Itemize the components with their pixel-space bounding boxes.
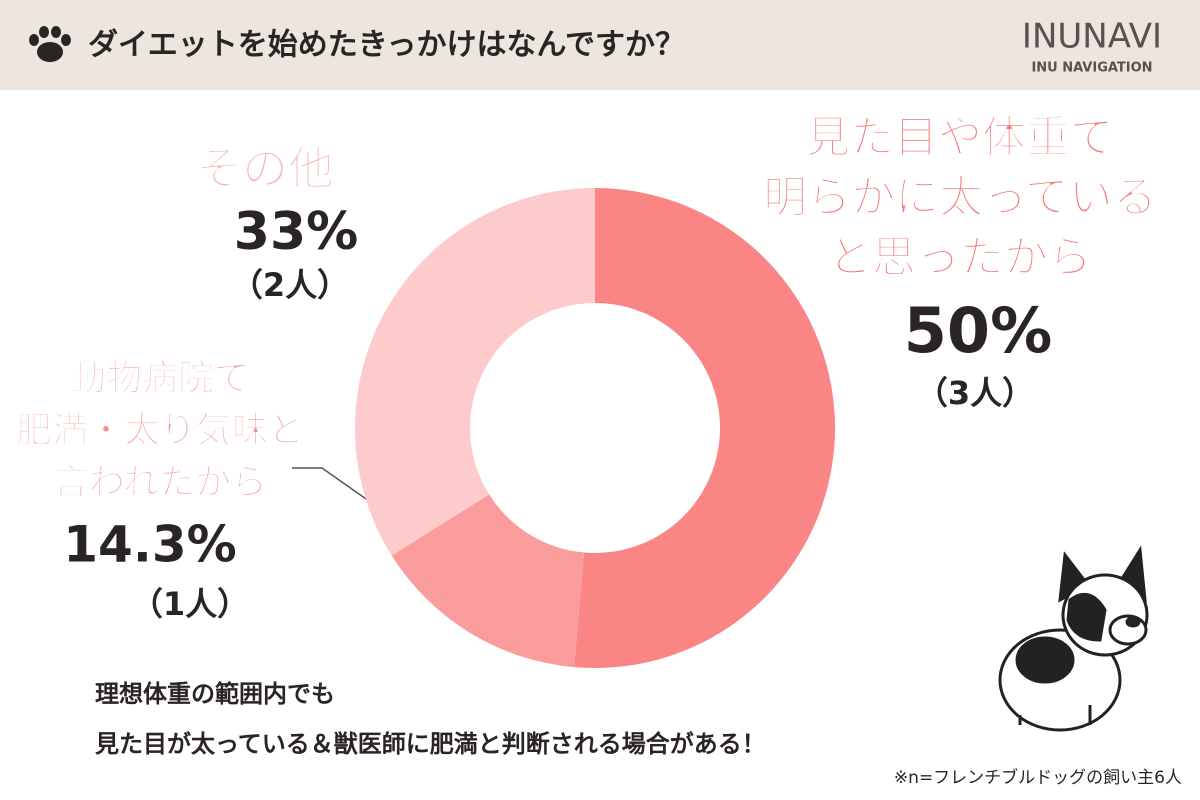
annotation: 見た目が太っている＆獣医師に肥満と判断される場合がある！ bbox=[95, 730, 766, 758]
category-label: と思ったから bbox=[828, 232, 1092, 283]
donut-slice bbox=[574, 188, 835, 668]
category-label: 言われたから bbox=[53, 462, 267, 503]
title: ダイエットを始めたきっかけはなんですか？ bbox=[88, 28, 685, 63]
category-label: その他 bbox=[196, 142, 334, 196]
dog-illustration bbox=[998, 545, 1149, 732]
logo: INUNAVI bbox=[1022, 17, 1162, 57]
category-label: 肥満・太り気味と bbox=[16, 410, 304, 451]
value-label: 50% bbox=[904, 294, 1052, 367]
count-label: （1人） bbox=[131, 585, 249, 623]
logo-sub: INU NAVIGATION bbox=[1031, 61, 1152, 76]
donut-slice bbox=[354, 188, 595, 556]
category-label: 動物病院で bbox=[70, 358, 250, 399]
count-label: （2人） bbox=[231, 266, 349, 304]
count-label: （3人） bbox=[916, 374, 1034, 412]
value-label: 14.3% bbox=[63, 516, 236, 574]
value-label: 33% bbox=[234, 202, 358, 262]
note: ※n=フレンチブルドッグの飼い主6人 bbox=[894, 767, 1182, 788]
donut-slice bbox=[391, 494, 585, 668]
header-band bbox=[0, 0, 1200, 90]
paw-icon bbox=[29, 26, 71, 62]
category-label: 見た目や体重で bbox=[806, 112, 1114, 163]
annotation: 理想体重の範囲内でも bbox=[95, 680, 335, 708]
category-label: 明らかに太っている bbox=[763, 172, 1157, 223]
